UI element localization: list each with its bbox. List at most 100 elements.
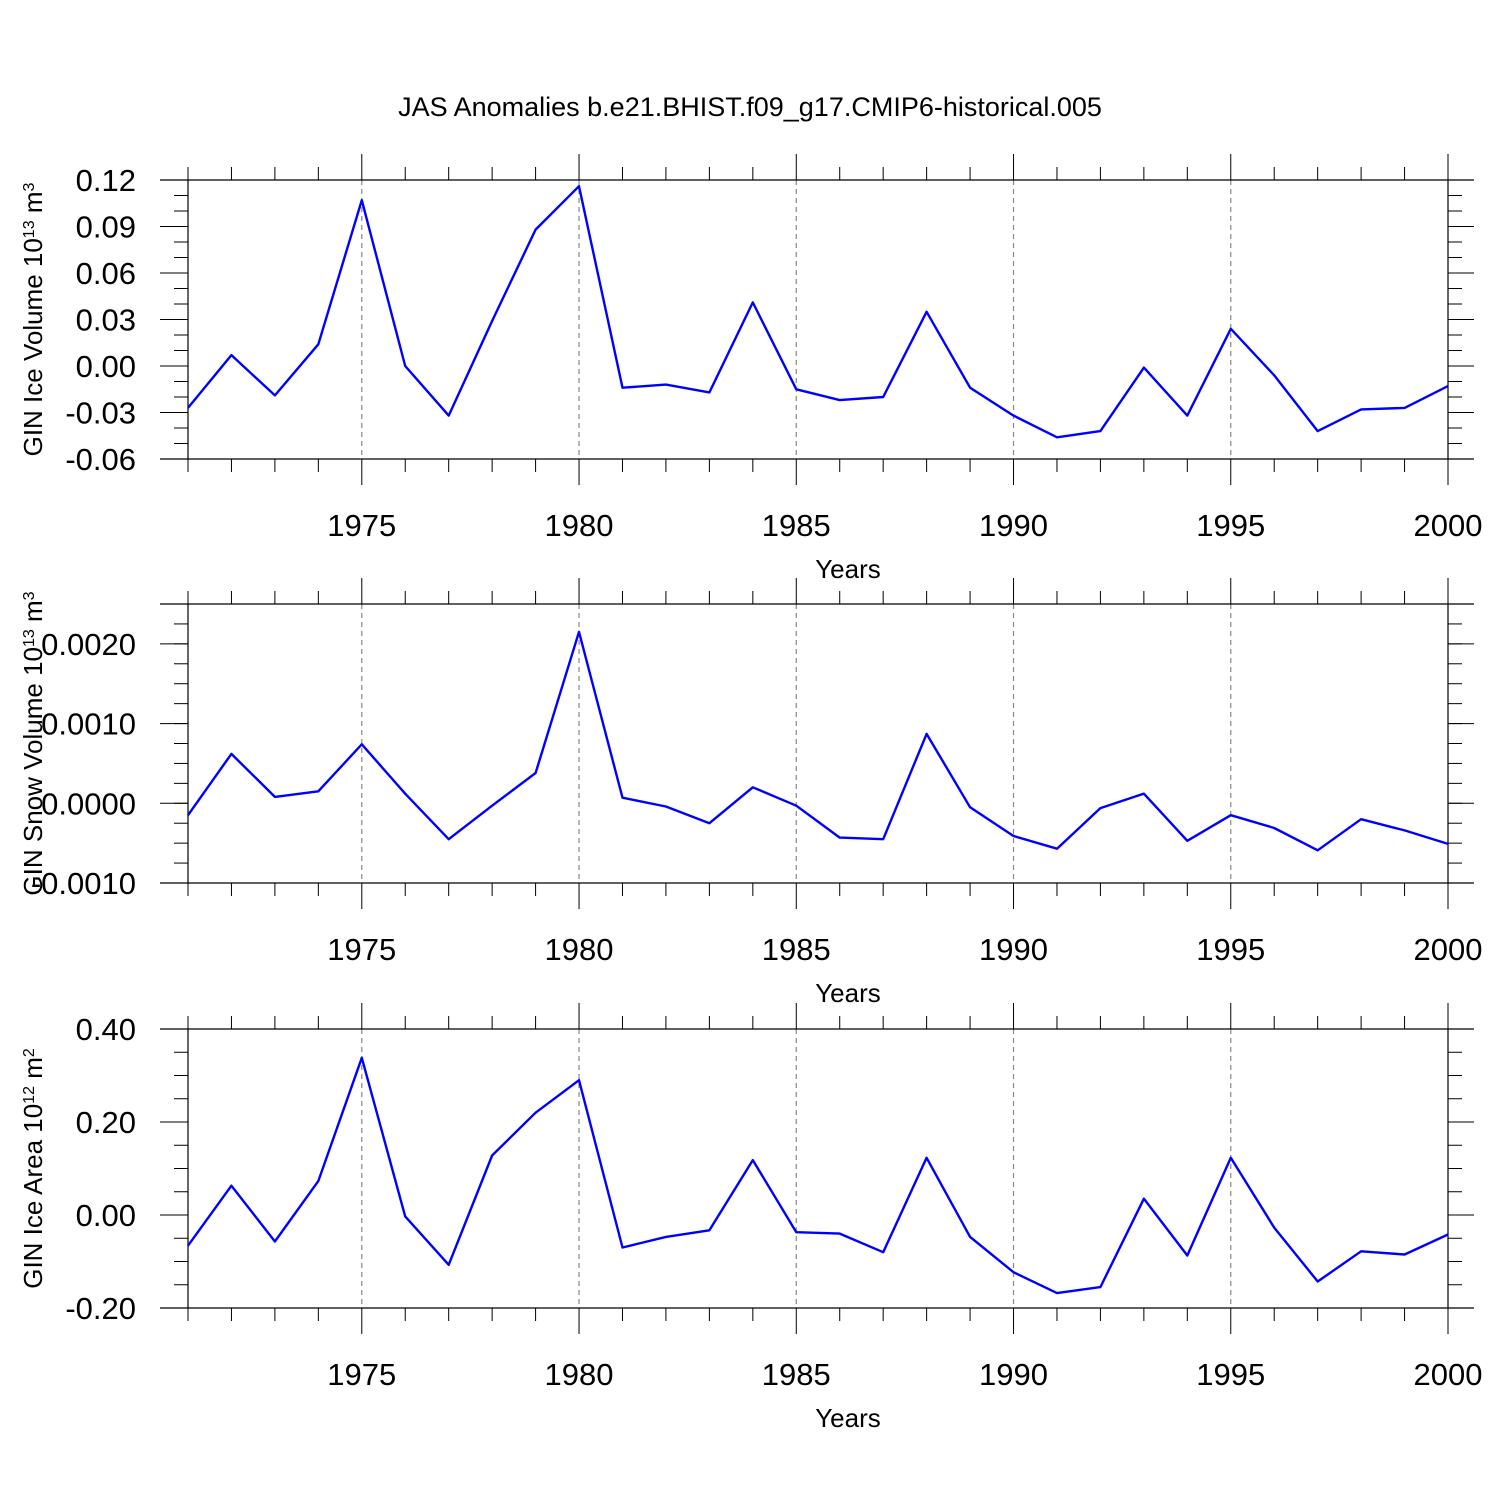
y-tick-label: 0.03 (76, 303, 136, 338)
data-point-1990 (1012, 835, 1014, 837)
data-point-1990 (1012, 414, 1014, 416)
data-point-1981 (621, 1246, 623, 1248)
data-point-1988 (925, 733, 927, 735)
data-point-1998 (1360, 818, 1362, 820)
data-point-1984 (752, 786, 754, 788)
data-point-1973 (274, 1240, 276, 1242)
data-point-1975 (361, 1057, 363, 1059)
data-point-1996 (1273, 374, 1275, 376)
data-point-1985 (795, 804, 797, 806)
panel-2: 1975 1980 1985 1990 1995 2000 Years 0.0020 0.001… (18, 578, 1482, 1008)
data-point-1988 (925, 1157, 927, 1159)
y-tick-label: 0.00 (76, 349, 136, 384)
data-point-1994 (1186, 840, 1188, 842)
x-tick-label-1990: 1990 (979, 1357, 1048, 1392)
y-axis-title: GIN Ice Volume 1013 m3 (18, 182, 48, 456)
x-tick-label-1980: 1980 (545, 932, 614, 967)
y-tick-label: -0.20 (65, 1291, 136, 1326)
y-tick-label: 0.20 (76, 1105, 136, 1140)
data-point-2000 (1447, 1233, 1449, 1235)
data-point-1985 (795, 1231, 797, 1233)
data-point-1980 (578, 631, 580, 633)
y-axis-title: GIN Ice Area 1012 m2 (18, 1048, 48, 1289)
data-point-1972 (230, 354, 232, 356)
x-tick-label-1980: 1980 (545, 508, 614, 543)
data-point-1971 (187, 814, 189, 816)
data-point-1975 (361, 199, 363, 201)
x-axis-title: Years (815, 978, 881, 1008)
data-point-1978 (491, 804, 493, 806)
data-point-1994 (1186, 414, 1188, 416)
data-point-1971 (187, 407, 189, 409)
data-point-1991 (1056, 436, 1058, 438)
data-point-1980 (578, 185, 580, 187)
data-point-1993 (1143, 1198, 1145, 1200)
data-point-1994 (1186, 1254, 1188, 1256)
data-point-1984 (752, 1159, 754, 1161)
y-axis-title: GIN Snow Volume 1013 m3 (18, 591, 48, 895)
data-point-1974 (317, 343, 319, 345)
data-point-1999 (1403, 1253, 1405, 1255)
data-point-1977 (447, 414, 449, 416)
x-tick-label-1985: 1985 (762, 932, 831, 967)
x-tick-label-1995: 1995 (1196, 1357, 1265, 1392)
data-point-1973 (274, 394, 276, 396)
data-point-1996 (1273, 827, 1275, 829)
x-axis-title: Years (815, 554, 881, 584)
data-point-1981 (621, 797, 623, 799)
panels: 1975 1980 1985 1990 1995 2000 Years 0.12 0.09 0.0… (18, 154, 1482, 1433)
data-point-1974 (317, 790, 319, 792)
y-tick-label: 0.0010 (41, 707, 136, 742)
data-point-1999 (1403, 407, 1405, 409)
data-point-1986 (839, 836, 841, 838)
data-point-1996 (1273, 1226, 1275, 1228)
x-tick-label-2000: 2000 (1414, 508, 1483, 543)
x-tick-label-1990: 1990 (979, 508, 1048, 543)
data-point-1993 (1143, 366, 1145, 368)
data-point-1987 (882, 838, 884, 840)
data-point-1979 (534, 228, 536, 230)
data-point-1997 (1316, 1280, 1318, 1282)
y-tick-label: 0.12 (76, 163, 136, 198)
x-tick-label-1975: 1975 (327, 508, 396, 543)
data-point-1977 (447, 1264, 449, 1266)
data-point-1995 (1230, 328, 1232, 330)
y-tick-label: 0.40 (76, 1012, 136, 1047)
data-point-1997 (1316, 849, 1318, 851)
x-tick-label-1975: 1975 (327, 1357, 396, 1392)
y-tick-label: 0.09 (76, 210, 136, 245)
y-tick-label: -0.03 (65, 396, 136, 431)
data-point-1984 (752, 301, 754, 303)
x-tick-label-1995: 1995 (1196, 508, 1265, 543)
data-point-1972 (230, 753, 232, 755)
panel-3: 1975 1980 1985 1990 1995 2000 Years 0.40 0.20 0.0… (18, 1003, 1482, 1433)
data-point-1973 (274, 796, 276, 798)
data-point-1974 (317, 1180, 319, 1182)
data-point-1977 (447, 838, 449, 840)
x-axis-title: Years (815, 1403, 881, 1433)
x-tick-label-1975: 1975 (327, 932, 396, 967)
data-point-1982 (665, 805, 667, 807)
data-point-1989 (969, 387, 971, 389)
data-point-1987 (882, 396, 884, 398)
data-point-1993 (1143, 793, 1145, 795)
x-tick-label-2000: 2000 (1414, 1357, 1483, 1392)
data-point-1992 (1099, 430, 1101, 432)
series-line (187, 184, 1449, 439)
x-tick-label-1995: 1995 (1196, 932, 1265, 967)
data-point-1971 (187, 1244, 189, 1246)
figure-title: JAS Anomalies b.e21.BHIST.f09_g17.CMIP6-… (398, 92, 1102, 122)
panel-1: 1975 1980 1985 1990 1995 2000 Years 0.12 0.09 0.0… (18, 154, 1482, 584)
data-point-1991 (1056, 1292, 1058, 1294)
y-tick-label: 0.0000 (41, 786, 136, 821)
x-tick-label-1985: 1985 (762, 508, 831, 543)
data-point-2000 (1447, 385, 1449, 387)
data-point-1999 (1403, 829, 1405, 831)
data-point-1985 (795, 388, 797, 390)
data-point-1979 (534, 1112, 536, 1114)
data-point-1988 (925, 311, 927, 313)
data-point-1982 (665, 1236, 667, 1238)
data-point-1987 (882, 1251, 884, 1253)
data-point-1976 (404, 1215, 406, 1217)
y-tick-label: 0.00 (76, 1198, 136, 1233)
